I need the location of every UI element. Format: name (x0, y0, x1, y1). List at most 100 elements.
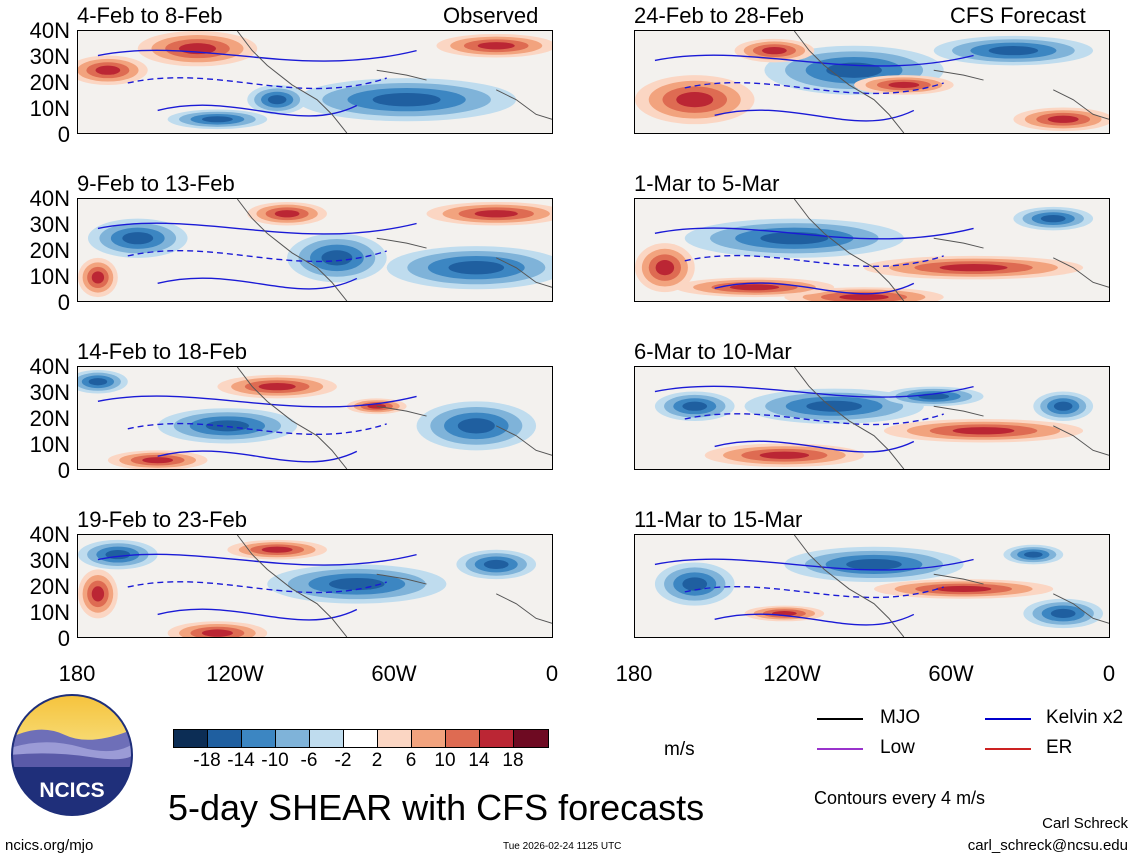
kelvin-contour (127, 77, 387, 90)
shear-anomaly (329, 577, 385, 591)
logo-text: NCICS (39, 779, 104, 802)
timestamp: Tue 2026-02-24 1125 UTC (503, 841, 622, 852)
y-tick-label: 20N (29, 574, 70, 599)
shear-field (78, 199, 552, 301)
shear-anomaly (846, 558, 902, 570)
kelvin-contour (654, 54, 974, 67)
panel-title-7: 6-Mar to 10-Mar (634, 339, 792, 364)
colorbar-swatch (208, 730, 242, 747)
x-tick-60w-right: 60W (928, 661, 974, 686)
colorbar-tick: 2 (371, 750, 383, 771)
y-tick-label: 0 (57, 122, 70, 147)
legend-kelvin-label: Kelvin x2 (1046, 707, 1124, 728)
shear-anomaly (762, 46, 787, 55)
kelvin-contour (684, 254, 944, 267)
email-link[interactable]: carl_schreck@ncsu.edu (967, 837, 1128, 854)
shear-anomaly (142, 457, 174, 464)
figure-title: 5-day SHEAR with CFS forecasts (168, 787, 705, 828)
legend-er-label: ER (1046, 737, 1073, 758)
shear-field (635, 31, 1109, 133)
y-tick-label: 40N (29, 18, 70, 43)
colorbar-tick: -14 (227, 750, 255, 771)
map-panel-fcst-2 (634, 198, 1110, 302)
shear-anomaly (655, 260, 675, 276)
kelvin-contour (684, 82, 944, 95)
y-tick-label: 30N (29, 212, 70, 237)
shear-anomaly (939, 264, 1008, 272)
coastline (793, 31, 1109, 133)
y-tick-label: 10N (29, 96, 70, 121)
shear-field (78, 367, 552, 469)
colorbar-swatch (480, 730, 514, 747)
shear-anomaly (483, 559, 509, 569)
y-tick-label: 0 (57, 458, 70, 483)
y-tick-label: 40N (29, 522, 70, 547)
legend-mjo-label: MJO (880, 707, 921, 728)
shear-field (635, 535, 1109, 637)
shear-anomaly (91, 271, 105, 284)
map-panel-obs-3 (77, 366, 553, 470)
coastline (793, 199, 1109, 301)
y-tick-label: 30N (29, 44, 70, 69)
y-tick-label: 0 (57, 626, 70, 651)
colorbar-tick: -2 (334, 750, 352, 771)
shear-field (635, 367, 1109, 469)
y-tick-label: 10N (29, 600, 70, 625)
colorbar-tick: 10 (434, 750, 456, 771)
colorbar-tick: 6 (405, 750, 417, 771)
shear-anomaly (1047, 115, 1079, 123)
panel-title-4: 19-Feb to 23-Feb (77, 507, 247, 532)
shear-anomaly (1040, 214, 1066, 223)
kelvin-contour (654, 558, 974, 571)
kelvin-contour (97, 395, 417, 408)
shear-anomaly (372, 92, 441, 107)
legend-er-line (985, 748, 1031, 750)
y-tick-label: 40N (29, 186, 70, 211)
legend-mjo-line (817, 718, 863, 720)
site-link[interactable]: ncics.org/mjo (5, 837, 94, 854)
colorbar-swatch (378, 730, 412, 747)
shear-field (78, 31, 552, 133)
coastline (236, 535, 552, 637)
colorbar-unit: m/s (664, 739, 695, 760)
legend-kelvin-line (985, 718, 1031, 720)
shear-anomaly (826, 62, 882, 78)
colorbar-tick: 18 (502, 750, 524, 771)
shear-anomaly (888, 81, 920, 88)
kelvin-contour (97, 553, 417, 566)
coastline (236, 367, 552, 469)
forecast-header: CFS Forecast (950, 3, 1086, 28)
x-tick-120w-right: 120W (763, 661, 821, 686)
colorbar-swatch (344, 730, 378, 747)
shear-anomaly (457, 418, 495, 434)
coastline (236, 31, 552, 133)
kelvin-contour (157, 608, 358, 621)
x-tick-120w-left: 120W (206, 661, 264, 686)
x-tick-180-left: 180 (58, 661, 96, 686)
shear-anomaly (258, 382, 296, 391)
x-tick-0-left: 0 (545, 661, 559, 686)
kelvin-contour (127, 581, 387, 594)
author: Carl Schreck (1042, 815, 1128, 832)
colorbar-swatch (276, 730, 310, 747)
map-panel-obs-1 (77, 30, 553, 134)
shear-anomaly (682, 577, 708, 591)
panel-title-8: 11-Mar to 15-Mar (634, 507, 803, 532)
x-tick-0-right: 0 (1102, 661, 1116, 686)
panel-title-3: 14-Feb to 18-Feb (77, 339, 247, 364)
y-tick-label: 10N (29, 264, 70, 289)
legend-low-label: Low (880, 737, 915, 758)
ncics-logo[interactable]: NCICS (10, 693, 134, 817)
shear-anomaly (952, 427, 1015, 435)
shear-anomaly (682, 401, 708, 411)
kelvin-contour (714, 440, 915, 453)
shear-anomaly (274, 210, 300, 218)
legend-low-line (817, 748, 863, 750)
colorbar-swatch (174, 730, 208, 747)
y-tick-label: 30N (29, 548, 70, 573)
colorbar-tick: -6 (300, 750, 318, 771)
shear-anomaly (95, 65, 121, 75)
shear-anomaly (806, 400, 862, 412)
kelvin-contour (157, 104, 358, 117)
shear-anomaly (201, 629, 233, 637)
